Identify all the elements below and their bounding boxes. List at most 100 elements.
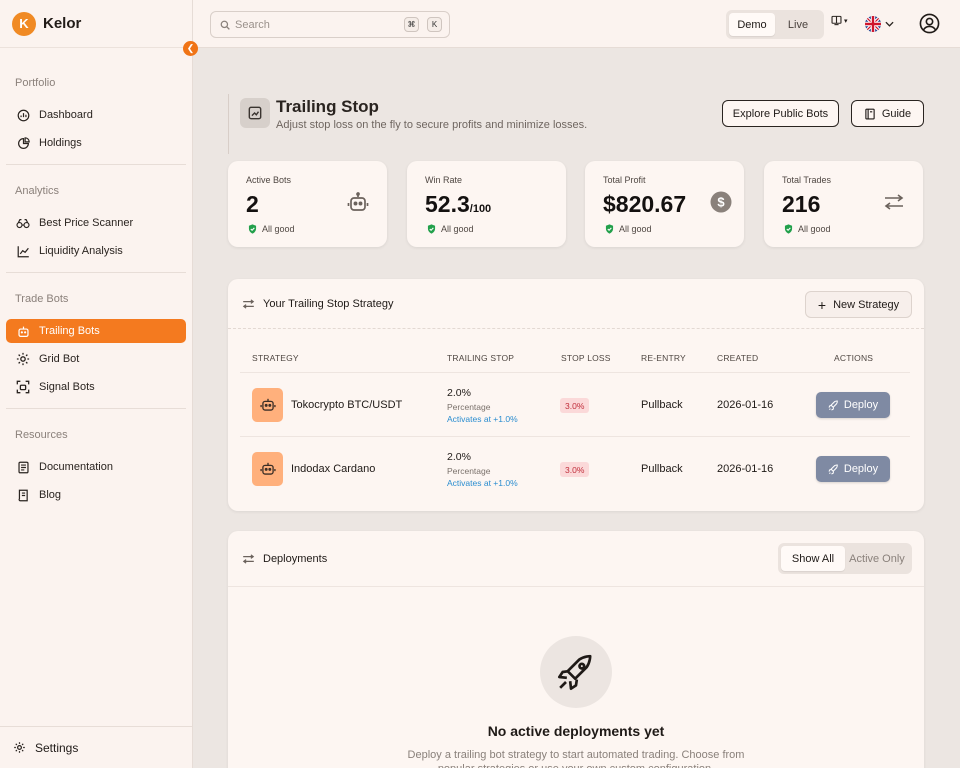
nav-divider <box>6 272 186 273</box>
book-icon <box>15 487 31 503</box>
deploy-button[interactable]: Deploy <box>816 392 890 418</box>
stat-label: Total Trades <box>782 175 832 185</box>
sidebar-item-label: Blog <box>39 489 62 501</box>
shield-check-icon <box>784 224 793 234</box>
nav-section-title: Trade Bots <box>15 293 69 305</box>
search-icon <box>220 20 230 30</box>
stat-number: 2 <box>246 191 259 217</box>
nav-group-portfolio: Dashboard Holdings <box>0 103 192 155</box>
kbd-k-key: K <box>427 17 442 32</box>
empty-state-title: No active deployments yet <box>487 723 665 739</box>
sidebar-item-documentation[interactable]: Documentation <box>6 455 186 479</box>
sidebar-item-signal-bots[interactable]: Signal Bots <box>6 375 186 399</box>
deployments-title: Deployments <box>263 552 328 565</box>
shield-check-icon <box>605 224 614 234</box>
robot-icon <box>15 323 31 339</box>
new-strategy-button[interactable]: + New Strategy <box>805 291 912 318</box>
stat-status: All good <box>605 224 652 234</box>
robot-icon <box>347 192 369 214</box>
new-strategy-label: New Strategy <box>833 298 900 311</box>
sidebar-item-holdings[interactable]: Holdings <box>6 131 186 155</box>
nav-section-title: Analytics <box>15 185 60 197</box>
sidebar-item-label: Dashboard <box>39 109 93 121</box>
stat-value: 216 <box>782 191 820 218</box>
stat-value: 52.3/100 <box>425 191 491 218</box>
stat-card-total-trades: Total Trades 216 All good <box>764 161 923 247</box>
stat-label: Win Rate <box>425 175 463 185</box>
stat-status: All good <box>427 224 474 234</box>
uk-flag-icon <box>865 16 881 32</box>
stat-value: $820.67 <box>603 191 686 218</box>
display-icon <box>831 15 842 26</box>
user-profile-button[interactable] <box>919 13 940 34</box>
column-header-actions: ACTIONS <box>834 353 874 363</box>
settings-label: Settings <box>35 740 79 755</box>
bot-avatar-icon <box>252 452 283 486</box>
sidebar-item-grid-bot[interactable]: Grid Bot <box>6 347 186 371</box>
search-box[interactable]: ⌘ K <box>210 11 450 38</box>
deployments-card: Deployments Show All Active Only No acti… <box>228 531 924 768</box>
stat-card-total-profit: Total Profit $820.67 All good $ <box>585 161 744 247</box>
sidebar: K Kelor Portfolio Dashboard Holdings Ana… <box>0 0 193 768</box>
sidebar-item-label: Trailing Bots <box>39 325 100 337</box>
mode-live-button[interactable]: Live <box>787 18 809 31</box>
nav-divider <box>6 408 186 409</box>
stat-status: All good <box>248 224 295 234</box>
collapse-sidebar-button[interactable]: ❮ <box>183 41 198 56</box>
filter-show-all-button[interactable]: Show All <box>781 546 845 571</box>
bot-avatar-icon <box>252 388 283 422</box>
table-row[interactable]: Tokocrypto BTC/USDT 2.0% Percentage Acti… <box>240 373 910 437</box>
mode-demo-button[interactable]: Demo <box>729 13 775 36</box>
swap-icon <box>242 553 255 564</box>
table-divider <box>240 436 910 437</box>
gear-icon <box>13 741 26 754</box>
column-header-strategy: STRATEGY <box>252 353 299 363</box>
deploy-button[interactable]: Deploy <box>816 456 890 482</box>
shield-check-icon <box>248 224 257 234</box>
column-header-trailing-stop: TRAILING STOP <box>447 353 515 363</box>
guide-button[interactable]: Guide <box>851 100 924 127</box>
header-decoration <box>228 94 229 154</box>
stat-suffix: /100 <box>469 203 492 215</box>
sidebar-item-label: Grid Bot <box>39 353 80 365</box>
trailing-value: 2.0% <box>447 387 471 399</box>
explore-public-bots-button[interactable]: Explore Public Bots <box>722 100 839 127</box>
trailing-chart-icon <box>240 98 270 128</box>
sidebar-item-trailing-bots[interactable]: Trailing Bots <box>6 319 186 343</box>
sidebar-item-best-price-scanner[interactable]: Best Price Scanner <box>6 211 186 235</box>
activation-threshold: Activates at +1.0% <box>447 478 518 488</box>
sidebar-item-blog[interactable]: Blog <box>6 483 186 507</box>
swap-icon <box>883 194 905 210</box>
plus-icon: + <box>817 296 827 313</box>
strategy-name: Indodax Cardano <box>291 463 376 475</box>
binoculars-icon <box>15 215 31 231</box>
sidebar-item-liquidity-analysis[interactable]: Liquidity Analysis <box>6 239 186 263</box>
document-icon <box>15 459 31 475</box>
page-title: Trailing Stop <box>276 97 379 116</box>
pie-chart-icon <box>15 135 31 151</box>
filter-active-only-button[interactable]: Active Only <box>849 552 905 565</box>
stat-number: 52.3 <box>425 191 470 217</box>
stat-card-active-bots: Active Bots 2 All good <box>228 161 387 247</box>
brand[interactable]: K Kelor <box>0 0 192 48</box>
language-switcher-button[interactable] <box>865 16 894 32</box>
sidebar-item-settings[interactable]: Settings <box>0 726 192 768</box>
empty-state-description: Deploy a trailing bot strategy to start … <box>407 749 745 768</box>
sidebar-item-label: Holdings <box>39 137 82 149</box>
nav-section-portfolio: Portfolio <box>0 75 192 91</box>
column-header-stop-loss: STOP LOSS <box>561 353 611 363</box>
strategy-card: Your Trailing Stop Strategy + New Strate… <box>228 279 924 511</box>
deployment-filter: Show All Active Only <box>778 543 912 574</box>
search-input[interactable] <box>235 18 395 31</box>
sidebar-item-label: Documentation <box>39 461 113 473</box>
created-date: 2026-01-16 <box>717 399 774 411</box>
stat-label: Total Profit <box>603 175 646 185</box>
table-row[interactable]: Indodax Cardano 2.0% Percentage Activate… <box>240 437 910 501</box>
sidebar-item-dashboard[interactable]: Dashboard <box>6 103 186 127</box>
dollar-icon: $ <box>710 191 732 213</box>
theme-switcher-button[interactable]: ▾ <box>831 15 848 26</box>
stat-status-text: All good <box>441 224 474 234</box>
stat-number: 216 <box>782 191 821 217</box>
reentry-value: Pullback <box>641 463 683 475</box>
signal-icon <box>15 379 31 395</box>
